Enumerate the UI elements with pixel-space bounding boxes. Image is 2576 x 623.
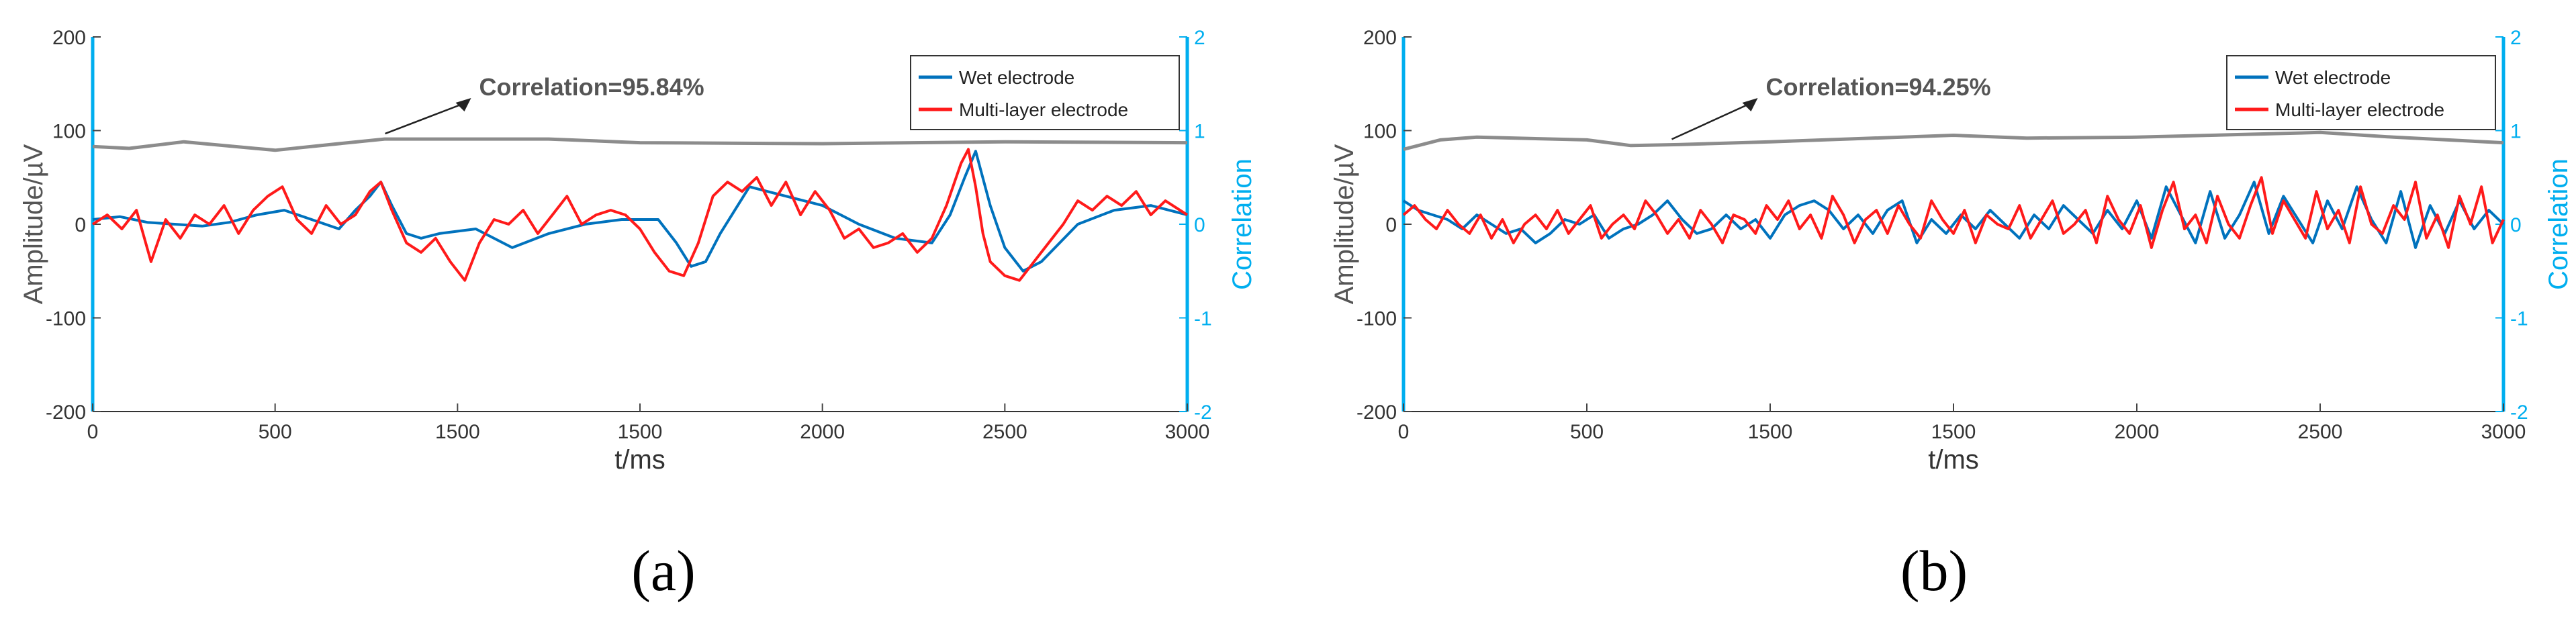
chart-a-y2tick-label-3: 1: [1194, 121, 1205, 143]
chart-a-legend-label-0: Wet electrode: [959, 67, 1074, 88]
chart-b-xtick-label-1: 500: [1570, 421, 1604, 443]
chart-a-annotation-arrowhead: [455, 98, 471, 111]
chart-a-legend-label-1: Multi-layer electrode: [959, 99, 1128, 120]
panel-label-b: (b): [1900, 538, 1968, 603]
chart-b-ytick-label-2: 0: [1385, 214, 1397, 236]
chart-b-y2label: Correlation: [2544, 158, 2573, 290]
chart-b-legend-label-0: Wet electrode: [2275, 67, 2391, 88]
chart-b-series-multi-layer-electrode-line: [1402, 176, 2505, 249]
chart-b-annotation-arrow: [1671, 103, 1750, 140]
chart-a-series-wet-electrode-line: [92, 150, 1188, 273]
chart-b-ytick-label-4: 200: [1363, 27, 1397, 49]
chart-b-annotation-text: Correlation=94.25%: [1766, 73, 1991, 101]
chart-a-xlabel: t/ms: [614, 445, 665, 475]
chart-b-xtick-label-5: 2500: [2298, 421, 2343, 443]
chart-b-annotation-arrowhead: [1742, 98, 1758, 111]
chart-a-xtick-label-0: 0: [87, 421, 99, 443]
chart-a-y2tick-label-1: -1: [1194, 308, 1212, 330]
chart-a-xtick-label-6: 3000: [1165, 421, 1210, 443]
chart-b-y2tick-label-0: -2: [2510, 401, 2528, 424]
chart-a-series-multi-layer-electrode-line: [91, 148, 1189, 282]
chart-b-xtick-label-0: 0: [1398, 421, 1410, 443]
chart-b-ytick-label-0: -200: [1356, 401, 1397, 424]
chart-a-ytick-label-1: -100: [46, 308, 86, 330]
chart-b-correlation-line: [1403, 130, 2504, 151]
chart-a-xtick-label-3: 1500: [618, 421, 663, 443]
chart-a-ytick-label-4: 200: [52, 27, 86, 49]
chart-a-xtick-label-2: 1500: [435, 421, 480, 443]
panel-label-a: (a): [631, 538, 696, 603]
chart-a-xtick-label-4: 2000: [800, 421, 845, 443]
chart-b-y2tick-label-2: 0: [2510, 214, 2522, 236]
chart-a-y2label: Correlation: [1228, 158, 1257, 290]
chart-a-ytick-label-2: 0: [75, 214, 86, 236]
chart-a-correlation-line: [92, 137, 1188, 152]
chart-b-xtick-label-4: 2000: [2115, 421, 2160, 443]
chart-b-xtick-label-2: 1500: [1748, 421, 1793, 443]
chart-b-y2tick-label-3: 1: [2510, 121, 2522, 143]
chart-b-legend-box: [2226, 55, 2496, 130]
chart-a-ylabel: Amplitude/µV: [19, 144, 48, 304]
chart-b-xtick-label-6: 3000: [2481, 421, 2526, 443]
chart-a-annotation-arrow: [385, 103, 463, 135]
chart-b-ytick-label-3: 100: [1363, 121, 1397, 143]
chart-b-y2tick-label-1: -1: [2510, 308, 2528, 330]
chart-b-xlabel: t/ms: [1928, 445, 1979, 475]
chart-b-xtick-label-3: 1500: [1931, 421, 1976, 443]
chart-b-ylabel: Amplitude/µV: [1330, 144, 1359, 304]
chart-b-y2tick-label-4: 2: [2510, 27, 2522, 49]
chart-b-legend-label-1: Multi-layer electrode: [2275, 99, 2444, 120]
chart-b-series-wet-electrode-line: [1402, 181, 2505, 249]
chart-a-legend-box: [910, 55, 1180, 130]
chart-a-xtick-label-1: 500: [259, 421, 292, 443]
chart-a-y2tick-label-2: 0: [1194, 214, 1205, 236]
chart-a-xtick-label-5: 2500: [982, 421, 1027, 443]
chart-b-ytick-label-1: -100: [1356, 308, 1397, 330]
chart-a-y2tick-label-4: 2: [1194, 27, 1205, 49]
chart-a-y2tick-label-0: -2: [1194, 401, 1212, 424]
chart-a-annotation-text: Correlation=95.84%: [479, 73, 704, 101]
chart-a-ytick-label-3: 100: [52, 121, 86, 143]
chart-a-ytick-label-0: -200: [46, 401, 86, 424]
